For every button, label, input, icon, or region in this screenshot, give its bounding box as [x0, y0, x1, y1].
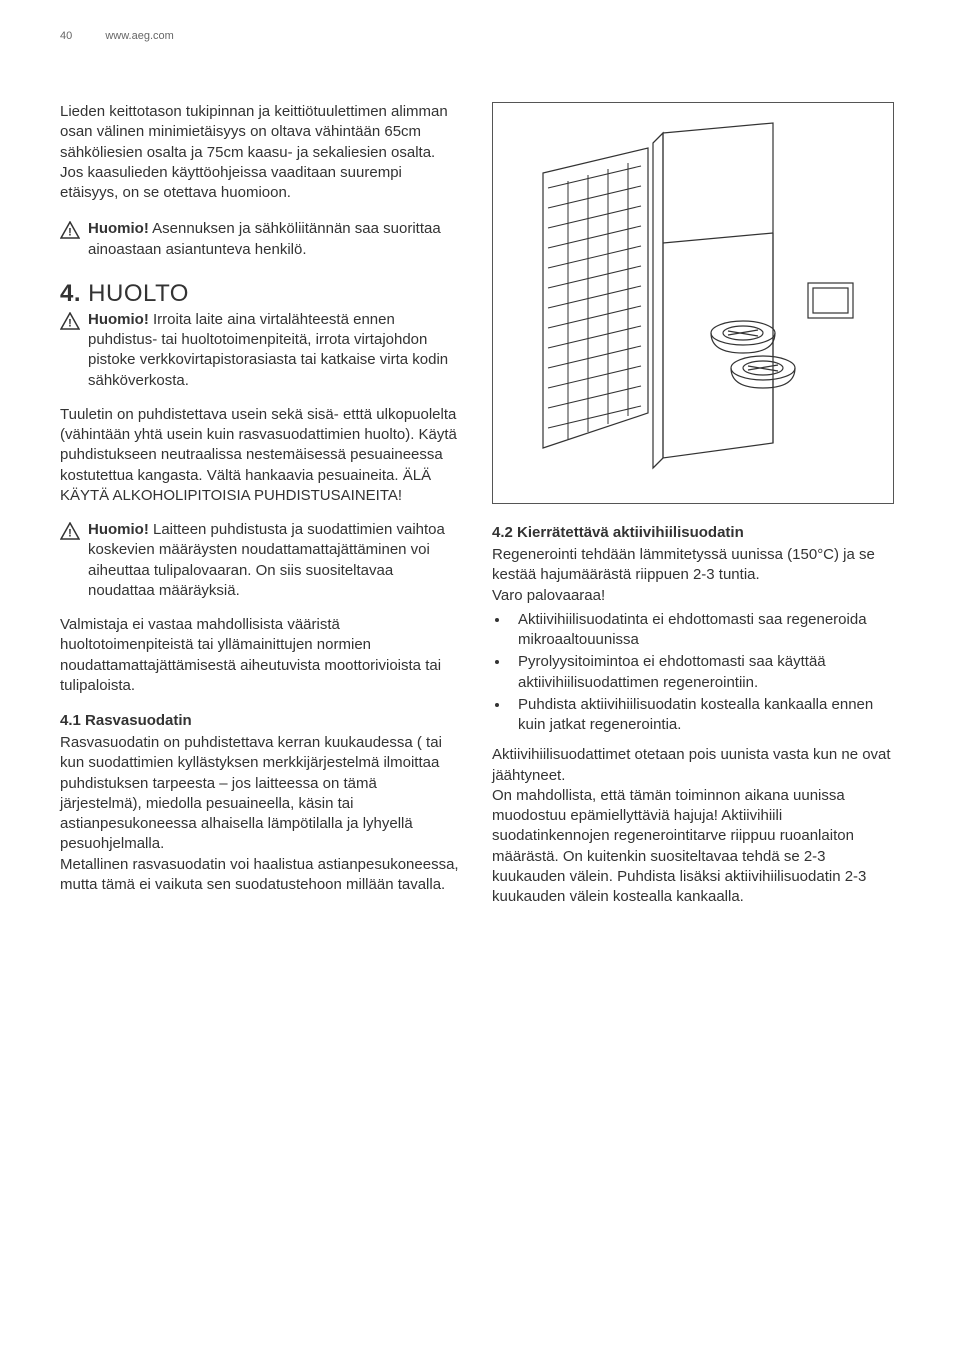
section-number: 4.: [60, 280, 81, 307]
svg-text:!: !: [68, 528, 72, 540]
subheading-4-1: 4.1 Rasvasuodatin: [60, 712, 462, 729]
liability-paragraph: Valmistaja ei vastaa mahdollisista vääri…: [60, 615, 462, 696]
right-column: 4.2 Kierrätettävä aktiivihiilisuodatin R…: [492, 102, 894, 921]
header-url: www.aeg.com: [105, 30, 173, 42]
warning-disconnect-text: Huomio! Irroita laite aina virtalähteest…: [88, 310, 462, 391]
carbon-after: Aktiivihiilisuodattimet otetaan pois uun…: [492, 745, 894, 907]
svg-text:!: !: [68, 317, 72, 329]
list-item: Pyrolyysitoimintoa ei ehdottomasti saa k…: [510, 652, 894, 693]
warning-icon: !: [60, 522, 80, 545]
list-item: Puhdista aktiivihiilisuodatin kostealla …: [510, 695, 894, 736]
warning-installation: ! Huomio! Asennuksen ja sähköliitännän s…: [60, 219, 462, 260]
subheading-4-2: 4.2 Kierrätettävä aktiivihiilisuodatin: [492, 524, 894, 541]
section-title: HUOLTO: [81, 280, 189, 307]
intro-paragraph: Lieden keittotason tukipinnan ja keittiö…: [60, 102, 462, 203]
carbon-bullets: Aktiivihiilisuodatinta ei ehdottomasti s…: [492, 610, 894, 736]
svg-text:!: !: [68, 227, 72, 239]
section-4-heading: 4. HUOLTO: [60, 280, 462, 308]
warning-label: Huomio!: [88, 311, 149, 328]
warning-disconnect: ! Huomio! Irroita laite aina virtalähtee…: [60, 310, 462, 391]
page: 40 www.aeg.com Lieden keittotason tukipi…: [0, 0, 954, 961]
cleaning-paragraph: Tuuletin on puhdistettava usein sekä sis…: [60, 405, 462, 506]
page-number: 40: [60, 30, 72, 42]
warning-icon: !: [60, 312, 80, 335]
carbon-intro: Regenerointi tehdään lämmitetyssä uuniss…: [492, 545, 894, 606]
warning-installation-text: Huomio! Asennuksen ja sähköliitännän saa…: [88, 219, 462, 260]
grease-filter-text: Rasvasuodatin on puhdistettava kerran ku…: [60, 733, 462, 895]
warning-icon: !: [60, 221, 80, 244]
left-column: Lieden keittotason tukipinnan ja keittiö…: [60, 102, 462, 921]
warning-label: Huomio!: [88, 220, 149, 237]
filter-diagram-svg: [513, 113, 873, 493]
list-item: Aktiivihiilisuodatinta ei ehdottomasti s…: [510, 610, 894, 651]
filter-diagram: [492, 102, 894, 504]
warning-fire-text: Huomio! Laitteen puhdistusta ja suodatti…: [88, 520, 462, 601]
content-columns: Lieden keittotason tukipinnan ja keittiö…: [60, 102, 894, 921]
page-header: 40 www.aeg.com: [60, 30, 894, 42]
warning-fire: ! Huomio! Laitteen puhdistusta ja suodat…: [60, 520, 462, 601]
warning-label: Huomio!: [88, 521, 149, 538]
